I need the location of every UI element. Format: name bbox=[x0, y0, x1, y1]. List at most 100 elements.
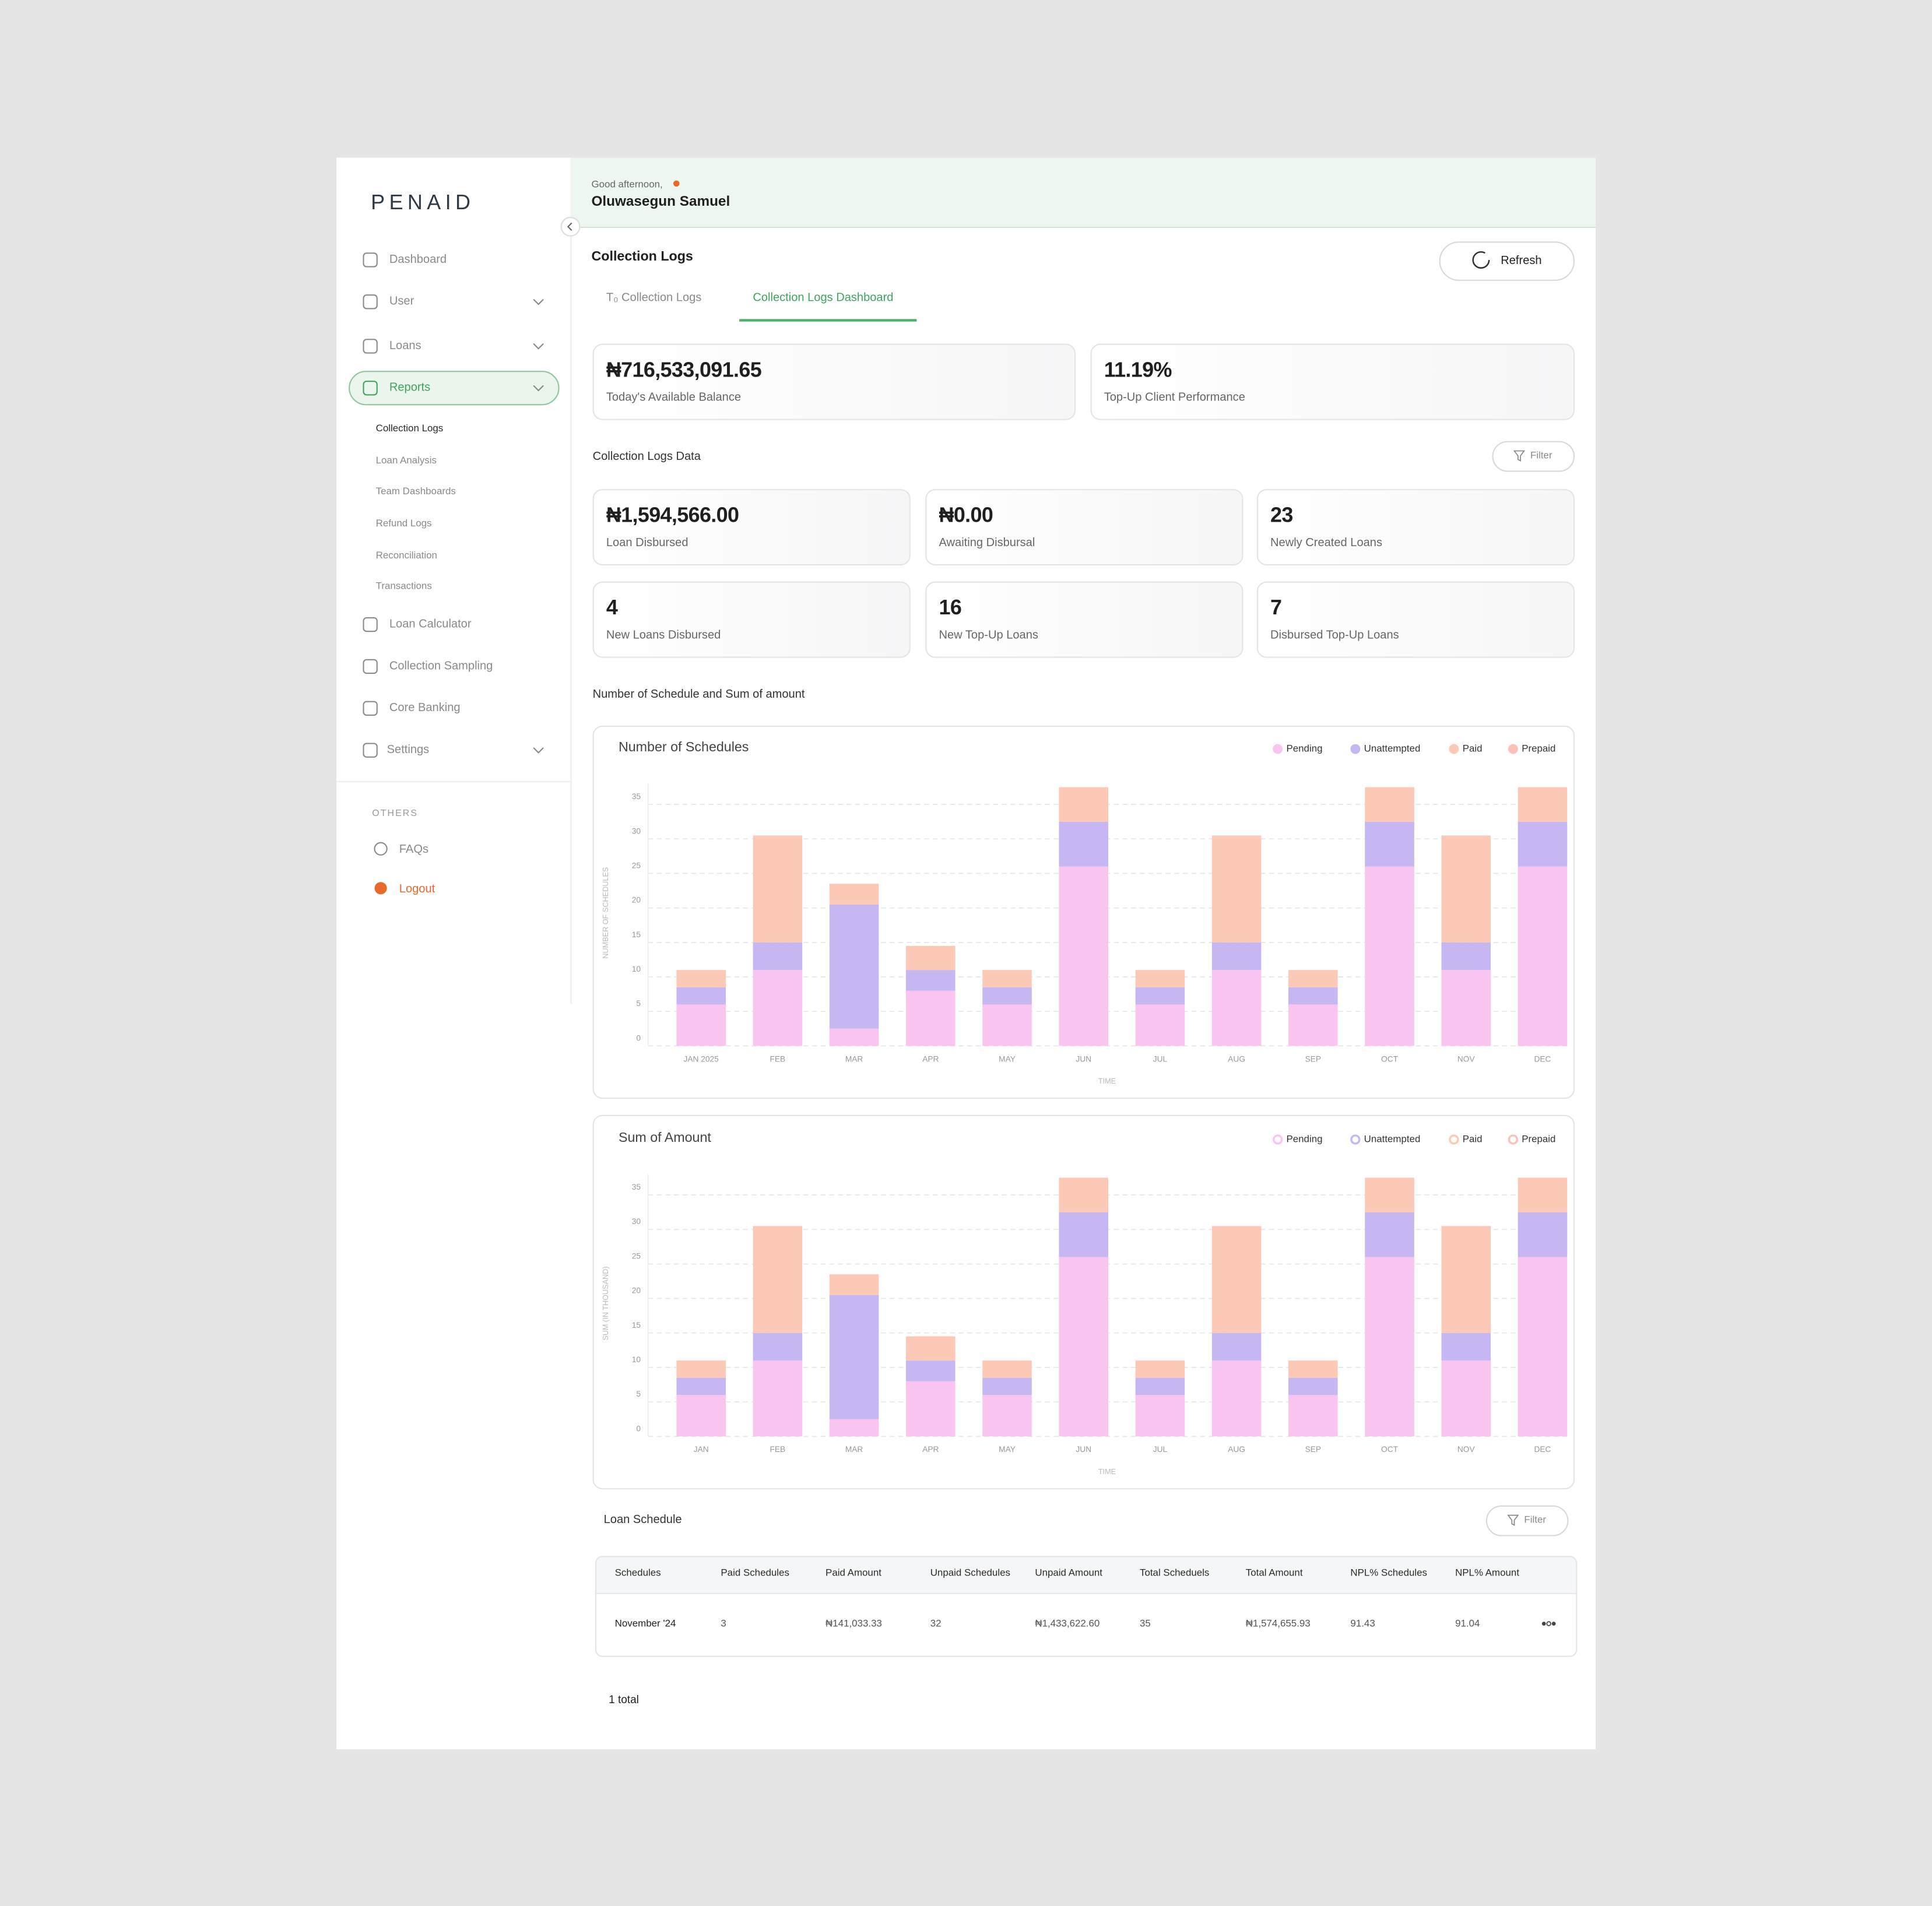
collapse-icon bbox=[567, 222, 572, 231]
x-tick-label: MAR bbox=[845, 1445, 863, 1454]
logout-icon bbox=[374, 882, 387, 895]
bar-segment bbox=[1441, 1332, 1491, 1361]
greeting: Good afternoon, bbox=[591, 178, 663, 190]
stat-label: Disbursed Top-Up Loans bbox=[1270, 628, 1399, 642]
bar-segment bbox=[1518, 1257, 1568, 1437]
bar-segment bbox=[829, 884, 879, 905]
filter-button[interactable] bbox=[1492, 441, 1575, 472]
y-tick-label: 25 bbox=[632, 861, 641, 870]
x-tick-label: JUL bbox=[1153, 1054, 1168, 1063]
x-tick-label: OCT bbox=[1381, 1445, 1399, 1454]
nav-item[interactable]: Dashboard bbox=[389, 252, 447, 267]
bar-segment bbox=[676, 987, 726, 1005]
x-tick-label: DEC bbox=[1534, 1445, 1551, 1454]
sub-nav-item[interactable]: Loan Analysis bbox=[375, 455, 437, 466]
nav-item[interactable]: Loans bbox=[389, 339, 421, 353]
tab[interactable]: Collection Logs Dashboard bbox=[753, 291, 894, 305]
nav-item[interactable]: User bbox=[389, 294, 414, 309]
stat-card bbox=[1256, 489, 1575, 566]
nav-item[interactable]: Reports bbox=[389, 381, 431, 395]
x-tick-label: JUN bbox=[1076, 1054, 1091, 1063]
y-tick-label: 20 bbox=[632, 1286, 641, 1295]
x-tick-label: JAN bbox=[694, 1445, 709, 1454]
nav-icon bbox=[363, 701, 378, 716]
bar-segment bbox=[1211, 1226, 1262, 1333]
bar-segment bbox=[1288, 987, 1338, 1005]
legend-label: Unattempted bbox=[1364, 1133, 1421, 1144]
sub-nav-item[interactable]: Collection Logs bbox=[375, 423, 444, 434]
collapse-button[interactable] bbox=[560, 216, 581, 237]
section-title: Collection Logs Data bbox=[592, 450, 701, 464]
legend-marker bbox=[1350, 744, 1361, 754]
tab[interactable]: T₀ Collection Logs bbox=[606, 291, 702, 305]
table-cell: 3 bbox=[721, 1617, 726, 1629]
legend-marker bbox=[1508, 1134, 1519, 1145]
sub-nav-item[interactable]: Team Dashboards bbox=[375, 486, 456, 497]
sub-nav-item[interactable]: Reconciliation bbox=[375, 550, 437, 561]
stat-value: 23 bbox=[1270, 504, 1293, 528]
bar-segment bbox=[1441, 970, 1491, 1046]
filter-button[interactable] bbox=[1485, 1505, 1569, 1536]
chart-panel bbox=[592, 725, 1575, 1099]
nav-item[interactable]: Logout bbox=[399, 882, 435, 896]
stat-label: Loan Disbursed bbox=[606, 536, 689, 550]
user-name: Oluwasegun Samuel bbox=[591, 195, 730, 210]
stat-value: 7 bbox=[1270, 596, 1282, 620]
bar-segment bbox=[676, 1377, 726, 1395]
legend-label: Prepaid bbox=[1522, 1133, 1555, 1144]
bar-segment bbox=[676, 1360, 726, 1378]
sub-nav-item[interactable]: Refund Logs bbox=[375, 518, 432, 529]
bar-segment bbox=[1365, 1257, 1414, 1437]
legend-marker bbox=[1508, 744, 1518, 754]
bar-segment bbox=[906, 1360, 956, 1381]
bar-segment bbox=[1518, 1212, 1568, 1257]
reports-pill[interactable] bbox=[349, 371, 560, 406]
header-bar bbox=[570, 157, 1596, 228]
nav-item[interactable]: Settings bbox=[387, 743, 430, 757]
bar-segment bbox=[1288, 1004, 1338, 1046]
chart-panel bbox=[592, 1114, 1575, 1490]
table-header: Unpaid Schedules bbox=[930, 1567, 1010, 1578]
chevron-icon bbox=[533, 343, 544, 350]
legend-label: Paid bbox=[1463, 1133, 1483, 1144]
bar-segment bbox=[1288, 1360, 1338, 1378]
table-cell: 32 bbox=[930, 1617, 942, 1629]
filter-label: Filter bbox=[1524, 1514, 1547, 1525]
bar-segment bbox=[1211, 970, 1262, 1046]
sidebar-divider bbox=[336, 780, 571, 783]
table-header-bg bbox=[596, 1557, 1576, 1594]
nav-item[interactable]: Loan Calculator bbox=[389, 617, 472, 631]
bar-segment bbox=[1211, 942, 1262, 970]
legend-marker bbox=[1350, 1134, 1361, 1145]
y-tick-label: 10 bbox=[632, 965, 641, 973]
filter-icon bbox=[1513, 450, 1526, 462]
bar-segment bbox=[1059, 1177, 1108, 1212]
table-header: Total Scheduels bbox=[1140, 1567, 1210, 1578]
stat-label: Newly Created Loans bbox=[1270, 536, 1383, 550]
x-tick-label: APR bbox=[922, 1445, 939, 1454]
bar-segment bbox=[829, 1419, 879, 1437]
y-tick-label: 30 bbox=[632, 827, 641, 835]
bar-segment bbox=[1441, 942, 1491, 970]
nav-icon bbox=[363, 294, 378, 310]
tab-underline bbox=[739, 319, 917, 322]
table-cell: 91.04 bbox=[1455, 1617, 1480, 1629]
legend-label: Unattempted bbox=[1364, 743, 1421, 754]
nav-item[interactable]: Core Banking bbox=[389, 701, 461, 715]
bar-segment bbox=[906, 1336, 956, 1361]
stat-card bbox=[925, 489, 1243, 566]
y-tick-label: 10 bbox=[632, 1355, 641, 1364]
sub-nav-item[interactable]: Transactions bbox=[375, 580, 432, 592]
table-cell: ₦141,033.33 bbox=[826, 1617, 882, 1629]
nav-item[interactable]: FAQs bbox=[399, 843, 429, 857]
stat-value: 4 bbox=[606, 596, 618, 620]
bar-segment bbox=[1135, 1395, 1185, 1437]
y-tick-label: 0 bbox=[636, 1033, 641, 1042]
nav-item[interactable]: Collection Sampling bbox=[389, 659, 493, 673]
refresh-button[interactable] bbox=[1439, 241, 1575, 281]
table-cell: November '24 bbox=[614, 1617, 676, 1629]
x-tick-label: NOV bbox=[1457, 1445, 1476, 1454]
table-cell: 35 bbox=[1140, 1617, 1151, 1629]
chevron-icon bbox=[533, 385, 544, 392]
refresh-icon bbox=[1472, 251, 1490, 269]
